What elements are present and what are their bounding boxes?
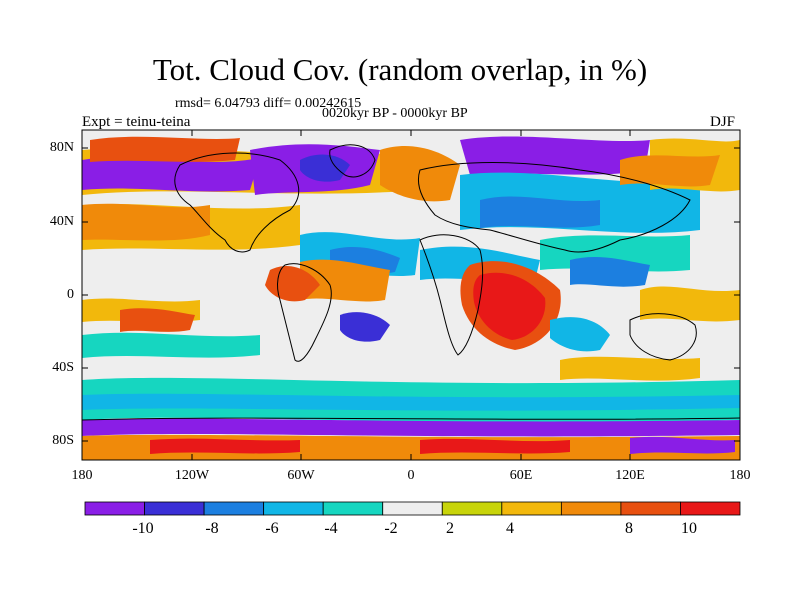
lon-tick-label: 60W <box>287 468 315 483</box>
lat-tick-marks <box>82 147 740 442</box>
lat-tick-label: 40S <box>52 360 74 375</box>
colorbar-swatch <box>560 501 622 516</box>
colorbar-label: -6 <box>265 520 279 537</box>
anomaly-field <box>82 130 740 460</box>
colorbar-label: -4 <box>324 520 338 537</box>
colorbar <box>84 501 741 516</box>
colorbar-label: 10 <box>681 520 697 537</box>
colorbar-swatch <box>322 501 384 516</box>
colorbar-swatch <box>620 501 681 516</box>
colorbar-swatch <box>680 501 741 516</box>
colorbar-label: 4 <box>506 520 514 537</box>
lon-tick-label: 120E <box>615 468 645 483</box>
colorbar-label: -8 <box>205 520 219 537</box>
lon-tick-label: 180 <box>71 468 93 483</box>
lat-tick-label: 0 <box>67 287 74 302</box>
colorbar-swatch <box>144 501 205 516</box>
colorbar-label: -2 <box>384 520 398 537</box>
map-title: Tot. Cloud Cov. (random overlap, in %) <box>152 52 648 87</box>
colorbar-label: -10 <box>132 520 154 537</box>
season-label: DJF <box>710 114 736 130</box>
colorbar-label: 8 <box>625 520 633 537</box>
lon-tick-marks <box>191 130 631 460</box>
stats-label: rmsd= 6.04793 diff= 0.00242615 <box>175 96 362 111</box>
colorbar-label: 2 <box>446 520 454 537</box>
experiment-label: Expt = teinu-teina <box>82 114 191 130</box>
lat-tick-label: 40N <box>49 214 74 229</box>
colorbar-swatch <box>203 501 265 516</box>
colorbar-swatch <box>263 501 324 516</box>
lon-tick-label: 180 <box>729 468 751 483</box>
colorbar-swatch <box>84 501 145 516</box>
coastlines <box>82 144 740 421</box>
lon-tick-label: 120W <box>174 468 210 483</box>
lon-tick-label: 0 <box>407 468 415 483</box>
colorbar-swatch <box>501 501 562 516</box>
lat-tick-label: 80N <box>49 140 74 155</box>
lon-tick-label: 60E <box>509 468 533 483</box>
colorbar-swatch <box>441 501 503 516</box>
lat-tick-label: 80S <box>52 433 74 448</box>
period-label: 0020kyr BP - 0000kyr BP <box>322 106 468 121</box>
colorbar-swatch <box>382 501 443 516</box>
